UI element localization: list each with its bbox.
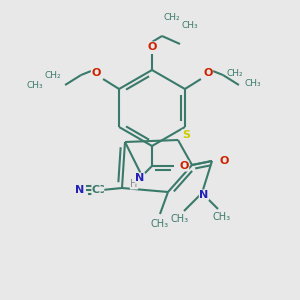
Text: N: N [75, 185, 85, 195]
Text: CH₃: CH₃ [245, 79, 262, 88]
Text: CH₃: CH₃ [182, 22, 199, 31]
Text: O: O [92, 68, 101, 78]
Text: CH₃: CH₃ [151, 219, 169, 229]
Text: O: O [147, 42, 157, 52]
Text: CH₃: CH₃ [171, 214, 189, 224]
Text: C: C [92, 185, 100, 195]
Text: CH₃: CH₃ [26, 80, 43, 89]
Text: N: N [135, 173, 145, 183]
Text: N: N [76, 185, 84, 195]
Text: O: O [179, 161, 189, 171]
Text: C: C [96, 185, 104, 195]
Text: CH₂: CH₂ [44, 70, 61, 80]
Text: CH₃: CH₃ [213, 212, 231, 222]
Text: O: O [203, 68, 213, 78]
Text: CH₂: CH₂ [227, 68, 244, 77]
Text: H: H [130, 179, 138, 189]
Text: CH₂: CH₂ [164, 14, 181, 22]
Text: N: N [200, 190, 208, 200]
Text: O: O [219, 156, 229, 166]
Text: S: S [182, 130, 190, 140]
